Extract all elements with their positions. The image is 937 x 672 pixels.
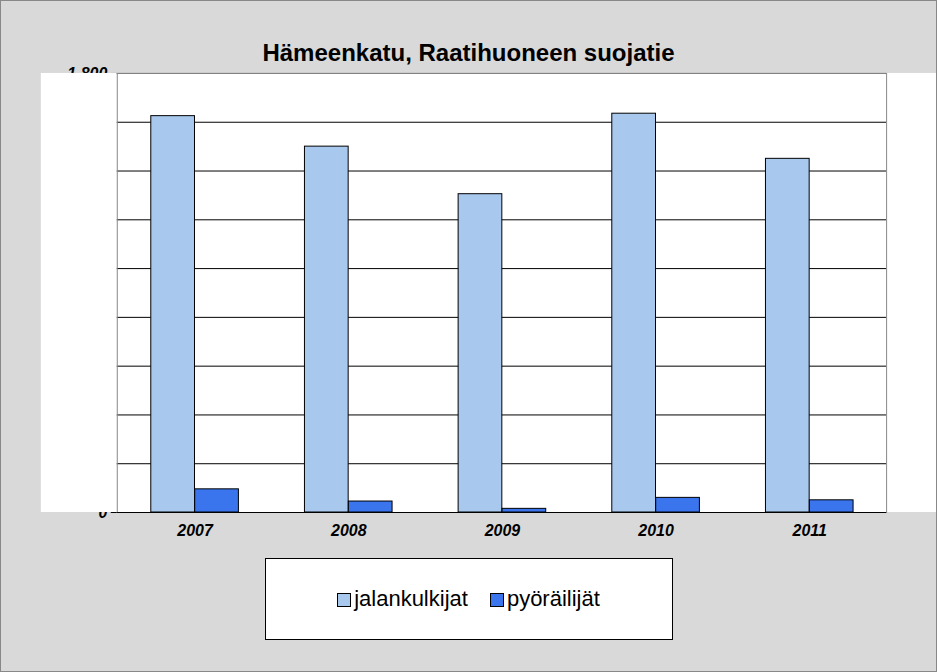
svg-text:2010: 2010	[637, 522, 674, 539]
svg-text:2011: 2011	[792, 522, 827, 539]
svg-text:2007: 2007	[176, 522, 214, 539]
svg-text:2008: 2008	[330, 522, 367, 539]
html-text:jalankulkijat: jalankulkijat	[354, 585, 468, 611]
html-text:Hämeenkatu, Raatihuoneen suoja: Hämeenkatu, Raatihuoneen suojatie	[262, 39, 675, 66]
svg-text:0: 0	[98, 503, 108, 521]
svg-text:2009: 2009	[484, 522, 521, 539]
html-text:pyöräilijät: pyöräilijät	[506, 585, 600, 611]
